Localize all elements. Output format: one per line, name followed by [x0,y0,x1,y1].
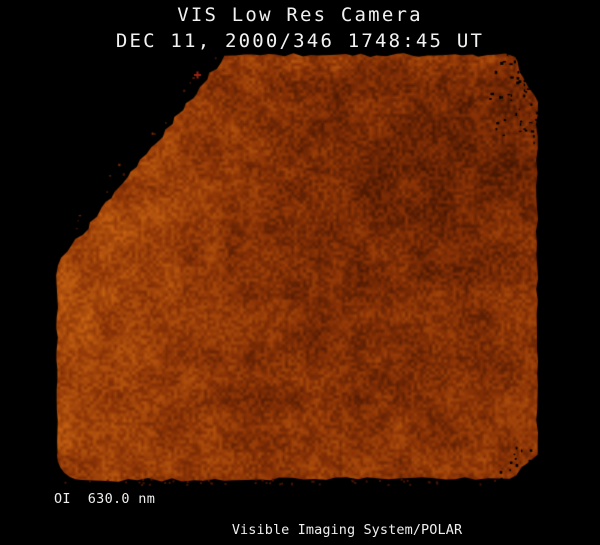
credits-block: Visible Imaging System/POLAR The Univers… [219,492,475,545]
timestamp-label: DEC 11, 2000/346 1748:45 UT [115,30,485,52]
camera-title: VIS Low Res Camera [177,4,423,26]
header: VIS Low Res Camera DEC 11, 2000/346 1748… [0,3,600,53]
credit-system-line: Visible Imaging System/POLAR [231,522,463,538]
wavelength-label: OI 630.0 nm [54,491,156,507]
